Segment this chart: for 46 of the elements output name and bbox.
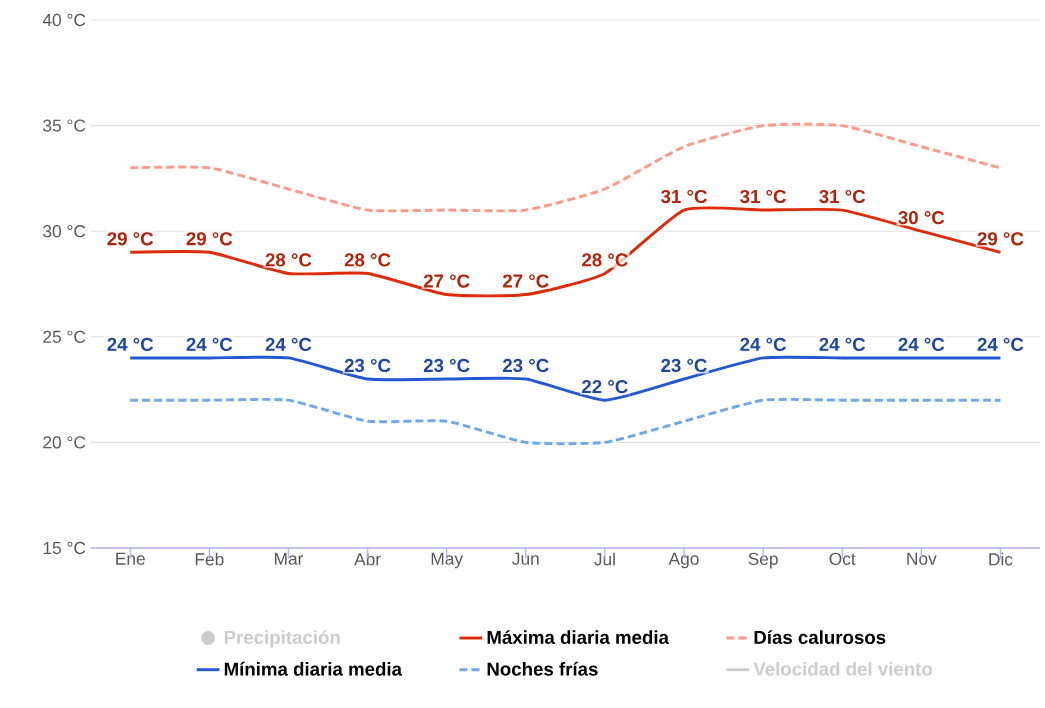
x-tick-label: Ene — [116, 552, 145, 565]
y-tick-label: 35 °C — [43, 119, 86, 132]
data-label: 24 °C — [819, 337, 866, 351]
y-tick-label: 30 °C — [43, 225, 86, 238]
x-tick-label: Sep — [748, 552, 778, 569]
x-tick-label: Nov — [907, 552, 937, 565]
data-label: 29 °C — [107, 232, 154, 246]
data-label: 24 °C — [265, 337, 312, 351]
legend-label: Días calurosos — [754, 630, 886, 645]
data-label: 24 °C — [107, 337, 154, 351]
data-label: 24 °C — [898, 337, 945, 351]
x-tick-label: Dic — [989, 552, 1013, 566]
legend-label: Máxima diaria media — [487, 630, 670, 645]
y-tick-label: 25 °C — [43, 330, 86, 343]
data-label: 29 °C — [977, 232, 1024, 246]
data-label: 24 °C — [977, 337, 1024, 351]
data-label: 31 °C — [740, 189, 787, 204]
x-tick-label: Abr — [354, 552, 381, 566]
data-label: 22 °C — [582, 380, 628, 394]
data-label: 28 °C — [265, 253, 312, 267]
x-tick-label: Feb — [195, 552, 224, 566]
x-tick-label: Jul — [594, 552, 615, 566]
data-label: 23 °C — [344, 358, 391, 373]
x-tick-label: May — [431, 552, 464, 569]
data-label: 23 °C — [502, 358, 549, 373]
data-label: 28 °C — [582, 253, 628, 267]
x-tick-label: Ago — [668, 552, 699, 569]
x-tick-label: Jun — [512, 552, 539, 565]
data-label: 24 °C — [740, 337, 787, 351]
data-label: 27 °C — [502, 274, 549, 288]
data-label: 23 °C — [423, 358, 470, 373]
data-label: 29 °C — [186, 232, 233, 246]
data-label: 31 °C — [819, 189, 866, 204]
x-tick-label: Mar — [274, 552, 304, 565]
y-tick-label: 20 °C — [43, 436, 86, 449]
data-label: 31 °C — [660, 189, 707, 204]
y-tick-label: 40 °C — [42, 13, 86, 27]
x-tick-label: Oct — [829, 552, 856, 565]
data-label: 27 °C — [423, 274, 470, 288]
legend-label: Noches frías — [487, 661, 598, 676]
data-label: 30 °C — [898, 211, 945, 225]
legend-label: Mínima diaria media — [224, 661, 403, 676]
data-label: 23 °C — [661, 358, 707, 373]
y-tick-label: 15 °C — [43, 541, 86, 555]
data-label: 24 °C — [186, 337, 233, 351]
data-label: 28 °C — [344, 253, 391, 267]
